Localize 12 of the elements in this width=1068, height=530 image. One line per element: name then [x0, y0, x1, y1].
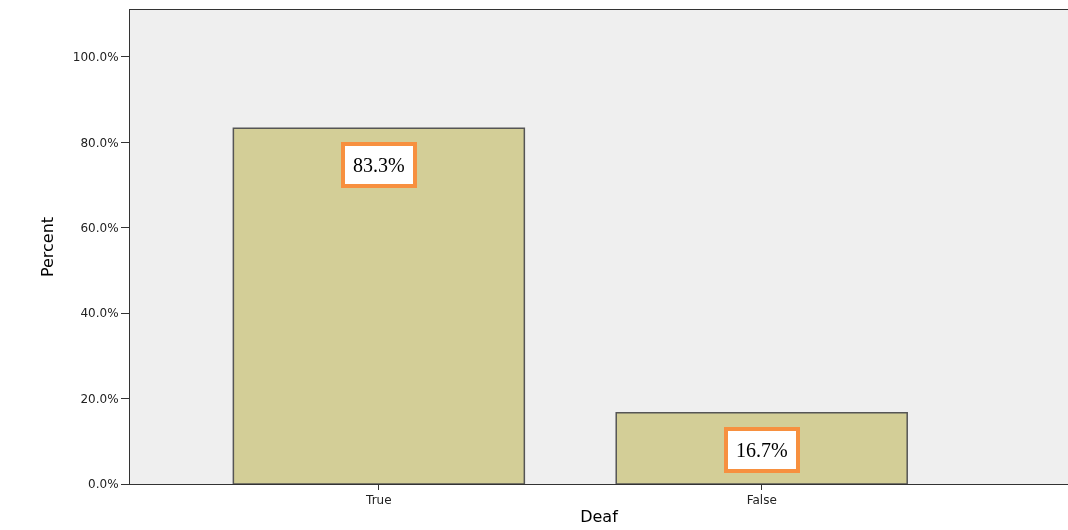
data-label: 16.7%: [736, 439, 788, 461]
y-tick-label: 0.0%: [88, 477, 119, 492]
y-tick-label: 100.0%: [72, 50, 119, 65]
x-tick-label: True: [365, 493, 392, 508]
x-tick-label: False: [746, 493, 777, 508]
x-axis-title: Deaf: [580, 507, 619, 527]
y-tick-label: 20.0%: [80, 391, 119, 406]
data-label: 83.3%: [353, 154, 405, 176]
y-axis-title: Percent: [37, 216, 57, 278]
y-tick-label: 60.0%: [80, 220, 119, 235]
y-tick-label: 80.0%: [80, 135, 119, 150]
y-tick-label: 40.0%: [80, 306, 119, 321]
